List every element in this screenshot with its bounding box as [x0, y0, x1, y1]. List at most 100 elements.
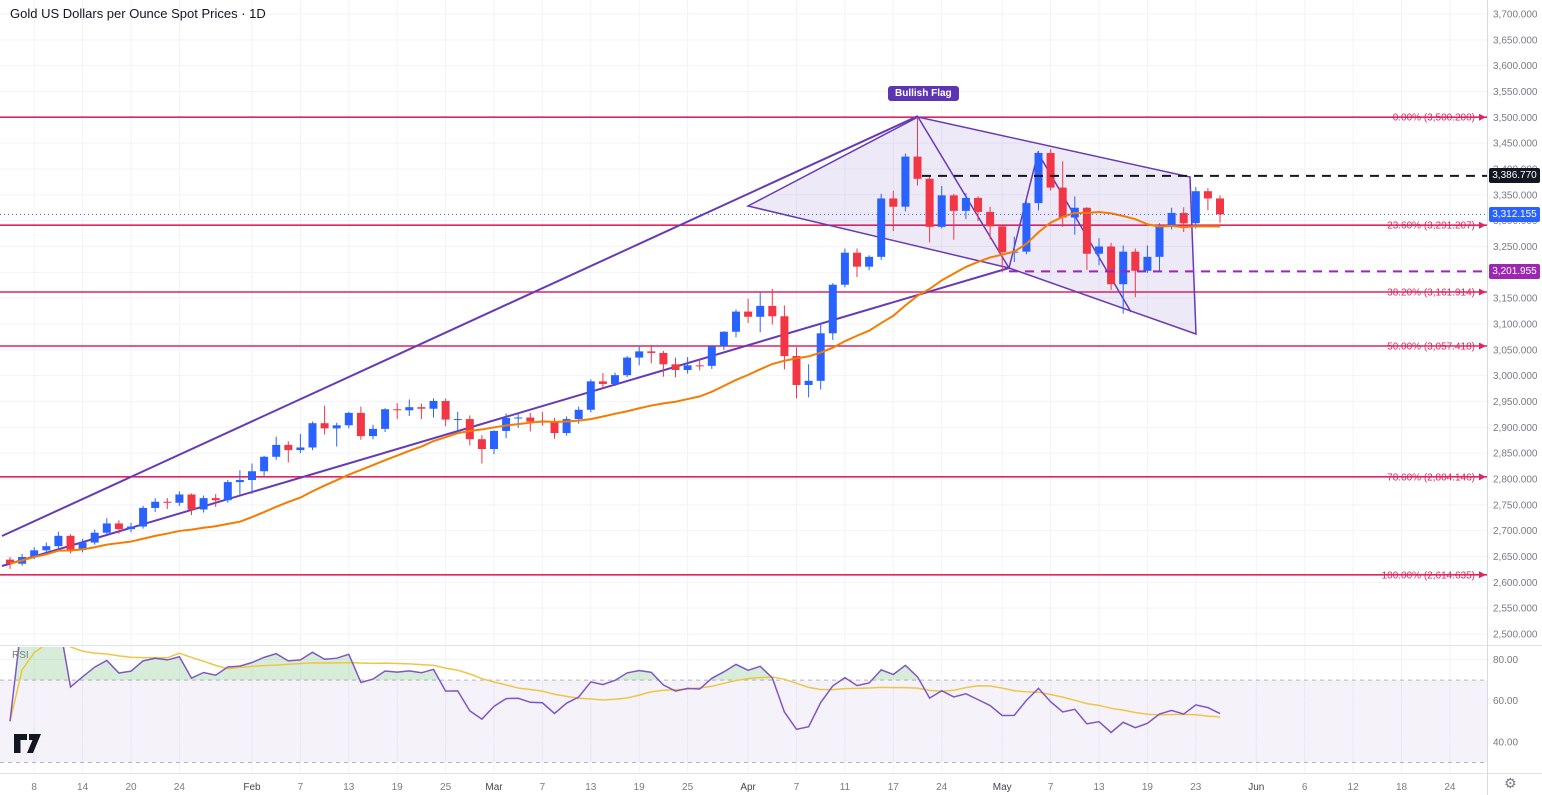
candle [1179, 212, 1188, 224]
candle [163, 501, 172, 503]
price-axis-label: 3,700.000 [1493, 10, 1538, 21]
settings-gear-icon[interactable]: ⚙ [1504, 775, 1517, 791]
candle [949, 195, 958, 211]
fib-level-arrow-icon [1479, 113, 1486, 121]
candle [54, 535, 63, 547]
candle [139, 507, 148, 527]
tradingview-logo[interactable] [12, 731, 44, 757]
candle [598, 381, 607, 384]
fib-level-arrow-icon [1479, 342, 1486, 350]
time-axis-label: 24 [1444, 782, 1456, 793]
price-axis-label: 3,500.000 [1493, 113, 1538, 124]
candle [611, 375, 619, 384]
time-axis-label: Apr [740, 782, 756, 793]
price-axis-label: 2,600.000 [1493, 578, 1538, 589]
black-line-price-label: 3,386.770 [1489, 168, 1540, 184]
price-axis-label: 3,250.000 [1493, 242, 1538, 253]
candle [1058, 187, 1067, 218]
candle [151, 501, 160, 508]
candle [986, 211, 995, 227]
price-axis-label: 2,900.000 [1493, 423, 1538, 434]
price-axis-label: 3,000.000 [1493, 371, 1538, 382]
candle [114, 523, 123, 530]
candle [719, 331, 728, 347]
time-axis-label: 13 [1093, 782, 1105, 793]
price-axis[interactable]: 3,700.000 3,650.000 3,600.000 3,550.000 3,50… [1493, 10, 1538, 749]
time-axis-label: 19 [1142, 782, 1154, 793]
price-axis-label: 3,100.000 [1493, 320, 1538, 331]
candle [102, 523, 111, 533]
fib-level-arrow-icon [1479, 473, 1486, 481]
current-price-label: 3,312.155 [1489, 206, 1540, 222]
candle [127, 526, 135, 530]
fib-level-label: 0.00% (3,500.200) [1393, 113, 1475, 124]
fib-level-label: 78.60% (2,804.146) [1387, 472, 1475, 483]
candle [865, 256, 874, 267]
candle [744, 311, 753, 317]
price-axis-label: 2,950.000 [1493, 397, 1538, 408]
time-axis-label: Jun [1248, 782, 1264, 793]
candle [332, 425, 341, 429]
price-axis-label: 2,700.000 [1493, 526, 1538, 537]
candle [1095, 246, 1103, 254]
price-axis-label: 3,550.000 [1493, 87, 1538, 98]
time-axis-label: Feb [243, 782, 261, 793]
price-axis-label: 3,150.000 [1493, 294, 1538, 305]
time-axis[interactable]: 8 14 20 24 Feb 7 13 19 25 Mar 7 13 19 25 Apr 7 11 17 24 May… [31, 782, 1455, 793]
fib-level-arrow-icon [1479, 571, 1486, 579]
rsi-plot [9, 647, 1221, 734]
candle [211, 498, 220, 501]
candle [490, 430, 498, 450]
price-axis-label: 2,850.000 [1493, 449, 1538, 460]
candle [248, 471, 256, 481]
candle [441, 400, 450, 420]
price-axis-label: 3,050.000 [1493, 345, 1538, 356]
candle [1119, 251, 1128, 285]
candle [187, 494, 196, 510]
time-axis-label: 19 [392, 782, 404, 793]
bullish-flag-pattern-label[interactable]: Bullish Flag [888, 86, 959, 101]
rsi-axis-label: 40.00 [1493, 737, 1518, 748]
candle [6, 559, 14, 564]
candle [429, 400, 438, 409]
candle [381, 409, 390, 429]
price-axis-label: 2,650.000 [1493, 552, 1538, 563]
candle [66, 535, 75, 550]
time-axis-label: May [993, 782, 1012, 793]
candle [853, 252, 861, 267]
candle [792, 356, 801, 385]
candle [877, 198, 886, 257]
candle [1034, 152, 1043, 204]
candle [465, 419, 474, 440]
fib-level-label: 100.00% (2,614.635) [1382, 570, 1475, 581]
candle [223, 482, 232, 501]
candle [974, 197, 982, 212]
candle [695, 365, 704, 367]
fib-level-arrow-icon [1479, 221, 1486, 229]
candle [308, 423, 317, 448]
candle [453, 419, 462, 421]
time-axis-label: 11 [840, 782, 851, 793]
candle [1131, 251, 1140, 271]
candle [1143, 256, 1152, 271]
candlestick-series [6, 117, 1224, 569]
candle [659, 352, 668, 365]
candle [526, 417, 535, 422]
rsi-axis-label: 60.00 [1493, 696, 1518, 707]
rsi-ma-line [9, 647, 1221, 722]
ma-line[interactable] [9, 210, 1221, 565]
candle [828, 284, 837, 334]
price-axis-label: 2,550.000 [1493, 604, 1538, 615]
purple-line-price-label: 3,201.955 [1489, 263, 1540, 279]
time-axis-label: 8 [31, 782, 37, 793]
flag-pattern-drawing[interactable] [1, 115, 1197, 567]
candle [623, 357, 632, 376]
candle [780, 316, 789, 357]
candle [1167, 212, 1176, 226]
fib-level-label: 23.60% (3,291.207) [1387, 221, 1475, 232]
candle [1082, 207, 1091, 254]
candle [1107, 246, 1116, 285]
fib-retracement-tool[interactable]: 0.00% (3,500.200) 23.60% (3,291.207) 38.20… [0, 113, 1487, 582]
